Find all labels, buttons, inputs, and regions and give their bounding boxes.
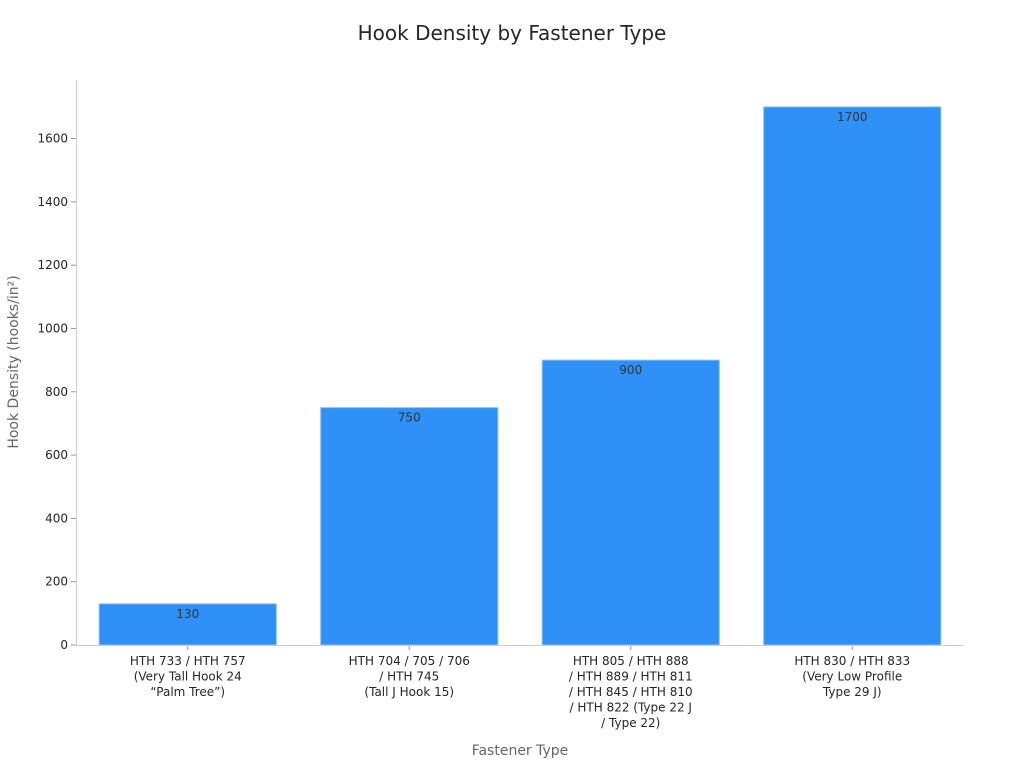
y-tick-label: 1400: [37, 195, 68, 209]
x-tick-label: HTH 704 / 705 / 706/ HTH 745 (Tall J Hook…: [349, 654, 470, 699]
bar: [763, 106, 942, 646]
chart-title: Hook Density by Fastener Type: [358, 21, 667, 45]
data-label: 130: [176, 607, 199, 621]
y-tick-label: 600: [45, 448, 68, 462]
bar: [541, 359, 720, 646]
x-tick-label: HTH 733 / HTH 757 (Very Tall Hook 24 “Palm…: [130, 654, 246, 699]
data-label: 750: [398, 411, 421, 425]
x-axis-label: Fastener Type: [472, 743, 569, 759]
x-tick-label: HTH 830 / HTH 833 (Very Low Profile Type 2…: [794, 654, 910, 699]
y-tick-label: 1000: [37, 321, 68, 335]
y-tick-label: 0: [60, 638, 68, 652]
y-tick-label: 200: [45, 575, 68, 589]
bar: [320, 407, 499, 646]
bar: [98, 603, 277, 646]
data-label: 900: [619, 363, 642, 377]
y-tick-label: 800: [45, 385, 68, 399]
data-label: 1700: [837, 110, 868, 124]
y-tick-label: 1200: [37, 258, 68, 272]
y-axis-label: Hook Density (hooks/in²): [6, 275, 22, 448]
y-tick-label: 1600: [37, 132, 68, 146]
y-tick-label: 400: [45, 511, 68, 525]
x-tick-label: HTH 805 / HTH 888/ HTH 889 / HTH 811/ HT…: [569, 654, 693, 730]
